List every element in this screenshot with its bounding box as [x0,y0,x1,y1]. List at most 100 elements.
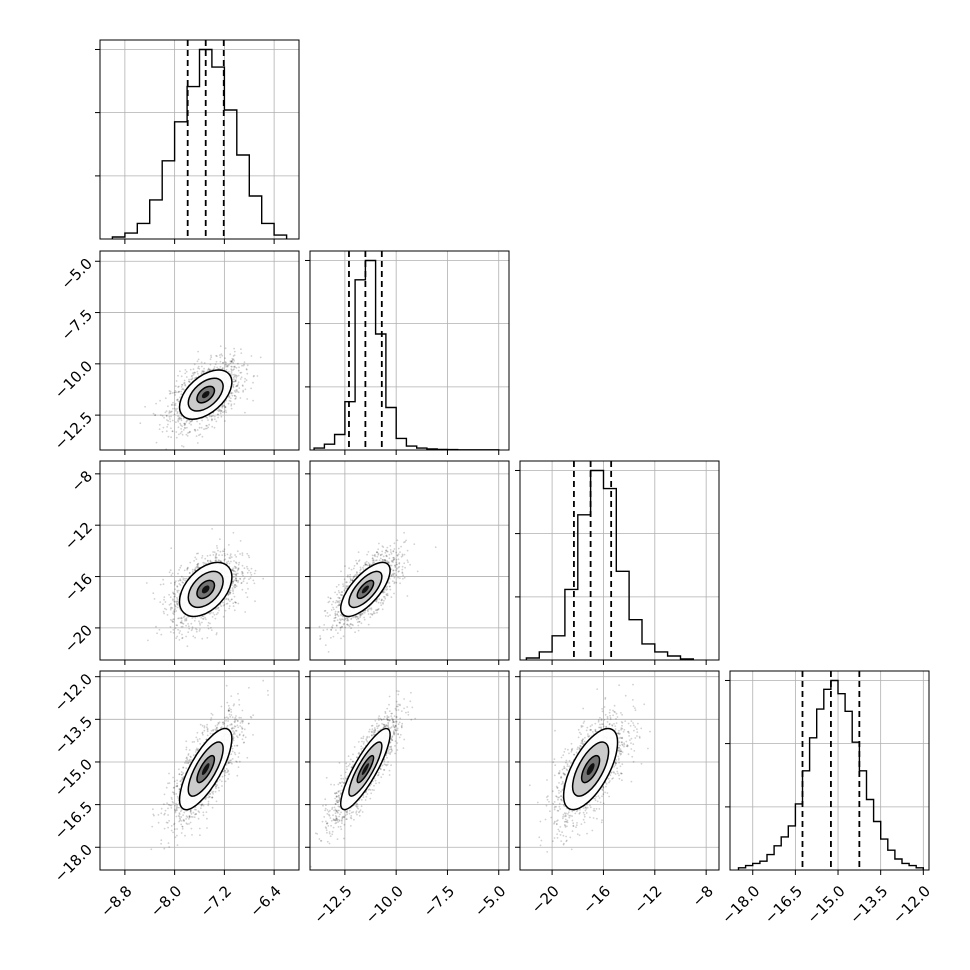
scatter-point [252,375,255,378]
scatter-point [375,559,378,562]
scatter-point [165,608,168,611]
scatter-point [174,391,177,394]
scatter-point [167,405,169,408]
scatter-point [208,796,211,798]
scatter-point [176,806,179,809]
scatter-point [206,827,208,829]
scatter-point [206,424,208,427]
scatter-point [159,583,162,586]
scatter-point [356,562,358,565]
scatter-point [176,803,178,806]
scatter-point [230,372,233,374]
scatter-point [228,593,231,595]
scatter-point [170,606,173,609]
scatter-point [241,554,244,556]
scatter-point [228,396,231,399]
scatter-point [174,595,176,598]
scatter-point [160,807,163,810]
scatter-point [334,601,337,604]
scatter-point [144,405,146,408]
scatter-point [184,372,187,375]
scatter-point [194,556,197,559]
scatter-point [212,554,215,556]
scatter-point [171,430,174,433]
scatter-point [180,428,182,430]
scatter-point [335,606,338,609]
scatter-point [184,760,187,762]
scatter-point [230,368,233,371]
scatter-point [159,601,162,603]
scatter-point [178,812,181,814]
scatter-point [168,392,171,395]
scatter-point [203,562,206,565]
scatter-point [177,797,180,800]
scatter-point [354,574,357,576]
scatter-point [210,415,213,418]
scatter-point [363,564,365,567]
scatter-point [190,375,193,378]
scatter-point [191,568,194,571]
scatter-point [386,594,389,597]
scatter-point [230,560,232,563]
scatter-point [409,563,411,566]
scatter-point [233,394,236,397]
scatter-point [197,350,199,353]
scatter-point [359,571,361,574]
scatter-point [201,557,203,559]
scatter-point [234,554,237,556]
scatter-point [235,379,237,381]
scatter-point [246,565,248,568]
scatter-point [237,581,239,584]
scatter-point [241,720,244,722]
scatter-point [163,416,165,419]
scatter-point [318,625,321,628]
scatter-point [234,601,236,604]
scatter-point [367,613,370,615]
scatter-point [382,595,385,598]
scatter-point [345,581,347,584]
scatter-point [184,579,186,582]
scatter-point [219,410,222,413]
scatter-point [194,377,196,380]
scatter-point [230,403,233,406]
scatter-point [189,381,191,384]
scatter-point [173,583,176,586]
panel-background [100,461,299,660]
scatter-point [186,435,189,437]
scatter-point [206,730,209,733]
scatter-point [235,389,238,391]
scatter-point [180,390,183,393]
scatter-point [187,623,189,625]
scatter-point [382,555,385,558]
scatter-point [242,741,245,744]
scatter-point [385,549,387,552]
scatter-point [357,624,360,627]
scatter-point [347,574,349,577]
scatter-point [221,354,224,357]
scatter-point [193,619,196,622]
scatter-point [175,785,178,788]
panel-frame [519,460,720,661]
scatter-point [188,422,191,425]
scatter-point [176,624,179,627]
scatter-point [242,578,245,580]
scatter-point [182,772,184,774]
scatter-point [381,545,384,547]
scatter-point [254,569,257,572]
scatter-point [395,574,398,577]
scatter-point [183,382,185,385]
scatter-point [175,436,178,439]
scatter-point [139,422,142,425]
scatter-point [188,572,191,574]
scatter-point [327,596,330,599]
scatter-point [231,365,233,368]
scatter-point [334,610,337,613]
scatter-point [346,618,349,621]
scatter-point [219,560,222,562]
scatter-point [172,802,175,804]
scatter-point [346,619,348,622]
scatter-point [181,384,184,386]
scatter-point [176,585,179,588]
scatter-point [403,531,405,534]
scatter-point [327,601,330,604]
